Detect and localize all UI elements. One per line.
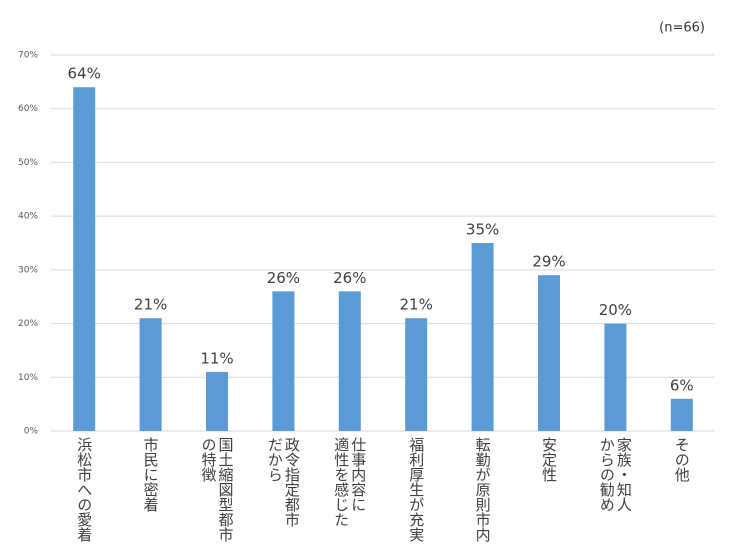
y-tick-label: 40% (18, 212, 38, 222)
x-tick-label: 浜松市への愛着 (75, 437, 93, 542)
x-tick-label: その他 (673, 437, 691, 483)
bar (405, 318, 428, 431)
y-tick-label: 70% (18, 51, 38, 61)
x-tick-label: 政令指定都市 (283, 437, 301, 527)
value-label: 29% (532, 253, 565, 271)
value-label: 20% (599, 301, 632, 319)
bar (471, 243, 494, 431)
value-label: 26% (267, 269, 300, 287)
bar (272, 291, 295, 431)
value-label: 35% (466, 221, 499, 239)
value-label: 11% (200, 349, 233, 367)
value-label: 64% (68, 65, 101, 83)
y-tick-label: 30% (18, 265, 38, 275)
y-tick-label: 0% (24, 427, 39, 437)
x-tick-label: 適性を感じた (332, 436, 350, 527)
x-tick-label: 仕事内容に (349, 437, 367, 512)
x-tick-label: 転勤が原則市内 (474, 437, 492, 543)
bar (338, 291, 361, 431)
bar (206, 371, 228, 431)
x-tick-label: 市民に密着 (142, 437, 160, 512)
x-tick-label: 家族・知人 (615, 437, 633, 512)
bar (538, 275, 560, 431)
y-tick-label: 60% (18, 104, 38, 114)
value-label: 21% (134, 296, 167, 314)
x-tick-label: からの勧め (598, 437, 616, 512)
x-tick-label: の特徴 (200, 437, 218, 482)
x-tick-label: だから (266, 437, 284, 482)
y-tick-label: 50% (18, 158, 38, 168)
x-tick-label: 福利厚生が充実 (407, 437, 425, 542)
annotation: (n=66) (659, 21, 705, 36)
bar (139, 318, 162, 431)
bar (604, 323, 627, 431)
bar (670, 398, 693, 431)
value-label: 6% (670, 376, 694, 394)
bar (73, 87, 96, 431)
y-tick-label: 10% (18, 373, 38, 383)
y-tick-label: 20% (18, 319, 38, 329)
value-label: 21% (400, 296, 433, 314)
x-tick-label: 安定性 (540, 437, 558, 482)
x-tick-label: 国土縮図型都市 (217, 437, 235, 542)
value-label: 26% (333, 269, 366, 287)
